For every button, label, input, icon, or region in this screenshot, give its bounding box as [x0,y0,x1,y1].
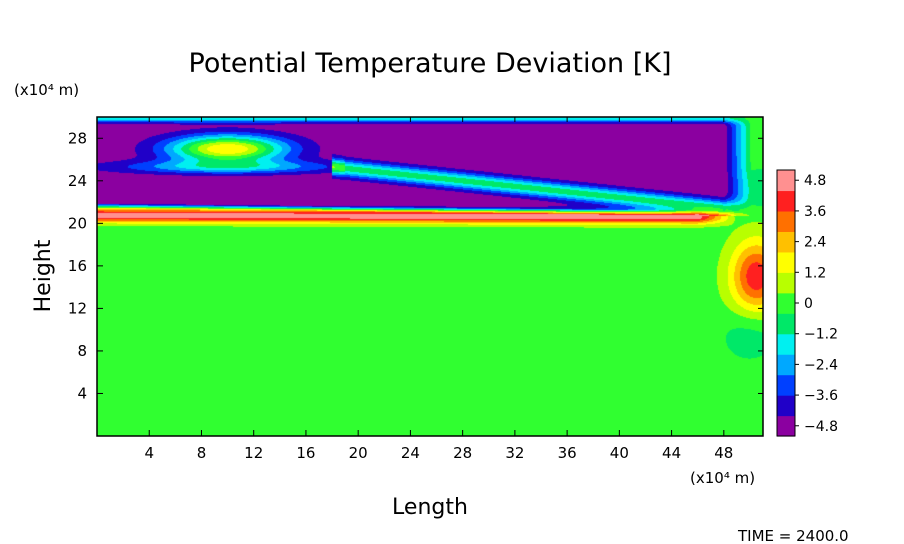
y-axis: 4 8 12 16 20 24 28 [68,129,763,402]
x-tick-label: 16 [296,444,315,462]
x-tick-label: 24 [401,444,420,462]
x-tick-label: 12 [244,444,263,462]
x-tick-label: 48 [714,444,733,462]
time-annotation: TIME = 2400.0 [737,527,849,544]
colorbar-tick-label: −4.8 [804,419,838,435]
colorbar-tick-label: 4.8 [804,173,826,189]
colorbar-swatch [777,374,795,396]
colorbar-swatch [777,313,795,335]
y-tick-label: 24 [68,172,87,190]
colorbar-tick-label: −2.4 [804,357,838,373]
x-tick-label: 4 [144,444,154,462]
x-tick-label: 40 [610,444,629,462]
x-tick-label: 36 [558,444,577,462]
x-tick-label: 8 [197,444,207,462]
y-tick-label: 8 [77,342,87,360]
colorbar-tick-label: 3.6 [804,204,826,220]
colorbar-tick-label: −1.2 [804,327,838,343]
colorbar-swatch [777,210,795,232]
x-tick-label: 20 [349,444,368,462]
y-tick-label: 4 [77,384,87,402]
x-tick-label: 28 [453,444,472,462]
y-tick-label: 28 [68,129,87,147]
colorbar-swatch [777,415,795,437]
y-axis-unit-label: (x10⁴ m) [14,81,79,99]
y-tick-label: 20 [68,214,87,232]
x-tick-label: 44 [662,444,681,462]
plot-frame [96,116,764,437]
x-tick-label: 32 [505,444,524,462]
chart-title: Potential Temperature Deviation [K] [189,48,672,79]
colorbar-tick-label: −3.6 [804,388,838,404]
y-tick-label: 16 [68,257,87,275]
colorbar-swatch [777,272,795,294]
colorbar-swatch [777,231,795,253]
colorbar-swatch [777,190,795,212]
x-axis-title: Length [392,495,468,520]
colorbar-swatch [777,251,795,273]
y-tick-label: 12 [68,299,87,317]
colorbar: 4.8 3.6 2.4 1.2 0 −1.2 −2.4 −3.6 −4.8 [776,169,838,437]
colorbar-swatch [777,354,795,376]
colorbar-tick-label: 1.2 [804,265,826,281]
plot-area [96,116,764,437]
colorbar-swatch [777,292,795,314]
colorbar-swatch [777,170,795,192]
x-axis: 4 8 12 16 20 24 28 32 36 40 44 48 [144,117,733,462]
colorbar-swatch [777,395,795,417]
heatmap-field [97,117,763,436]
y-axis-title: Height [31,239,56,312]
x-axis-unit-label: (x10⁴ m) [690,469,755,487]
colorbar-swatch [777,333,795,355]
colorbar-tick-label: 2.4 [804,235,826,251]
colorbar-tick-label: 0 [804,296,813,312]
